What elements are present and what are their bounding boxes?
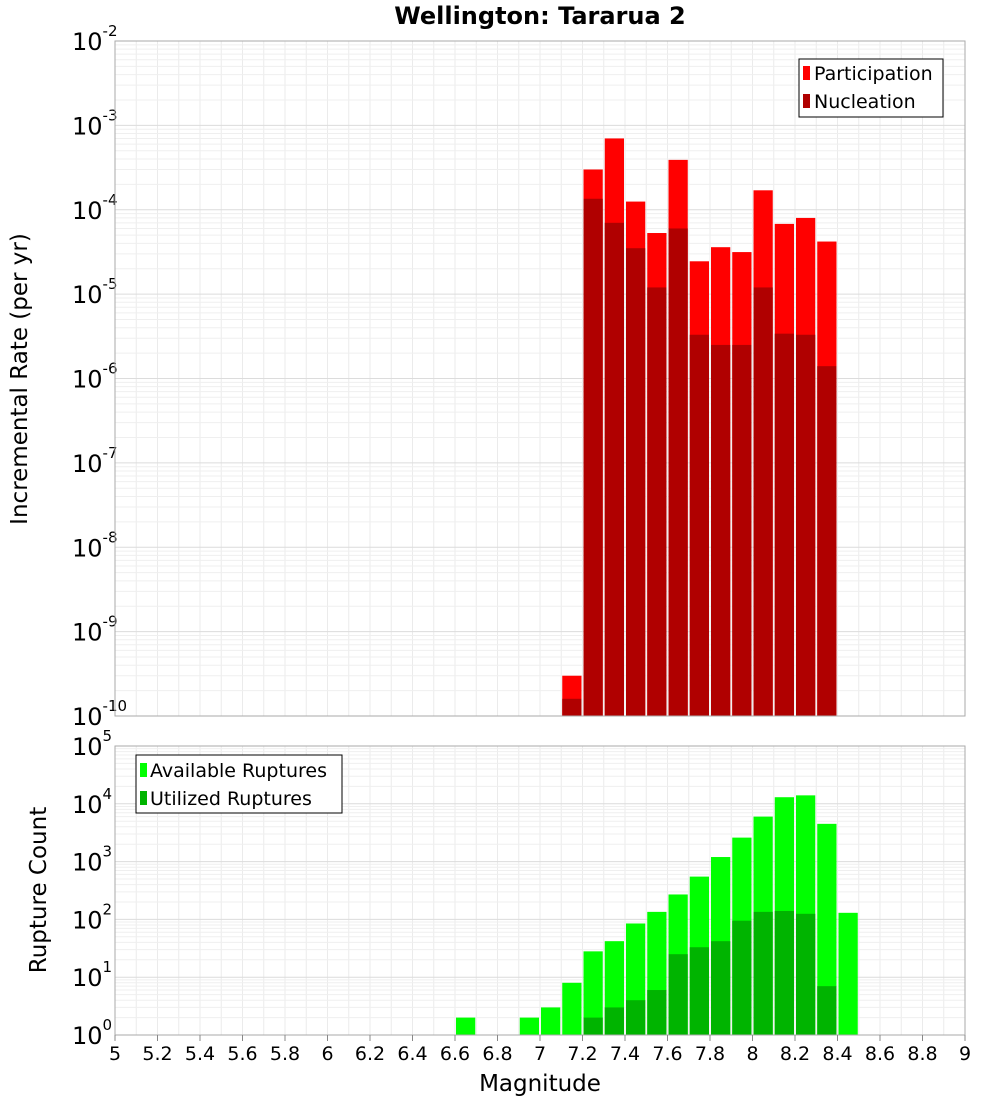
top-bar-secondary [583, 198, 603, 717]
bottom-bar-primary [519, 1017, 539, 1035]
top-bar-secondary [647, 287, 667, 716]
x-tick-label: 8 [746, 1043, 758, 1065]
x-tick-label: 7.4 [610, 1043, 640, 1065]
bottom-y-tick-label: 100 [72, 1016, 112, 1050]
legend-swatch-utilized [140, 791, 147, 805]
x-tick-label: 8.8 [907, 1043, 937, 1065]
legend-label-participation: Participation [814, 63, 933, 85]
bottom-bar-primary [583, 951, 603, 1035]
bottom-grid [115, 746, 965, 1036]
bottom-bar-secondary [647, 990, 667, 1035]
x-tick-label: 6.4 [397, 1043, 427, 1065]
top-plot-border [114, 40, 966, 717]
bottom-bar-secondary [583, 1017, 603, 1035]
top-y-tick-label: 10-10 [72, 697, 127, 731]
bottom-bar-primary [541, 1007, 561, 1035]
bottom-bar-secondary [817, 986, 837, 1035]
top-y-tick-label: 10-5 [72, 275, 118, 309]
top-y-axis-label: Incremental Rate (per yr) [7, 233, 33, 525]
bottom-bar-primary [562, 982, 582, 1035]
top-y-tick-label: 10-8 [72, 528, 118, 562]
top-bar-secondary [711, 344, 731, 716]
top-bar-secondary [626, 248, 646, 717]
bottom-bar-secondary [732, 920, 752, 1035]
x-tick-label: 5.6 [227, 1043, 257, 1065]
top-bar-secondary [753, 287, 773, 716]
top-legend-box [798, 58, 944, 118]
x-axis-label: Magnitude [479, 1071, 601, 1097]
top-y-tick-label: 10-3 [72, 106, 118, 140]
x-tick-label: 9 [959, 1043, 971, 1065]
top-bar-secondary [604, 222, 624, 716]
bottom-legend: Available Ruptures Utilized Ruptures [135, 754, 343, 814]
x-tick-label: 6.2 [355, 1043, 385, 1065]
bottom-bar-primary [456, 1017, 476, 1035]
top-bar-secondary [732, 344, 752, 716]
x-tick-label: 5.4 [185, 1043, 215, 1065]
bottom-y-tick-label: 102 [72, 900, 112, 934]
x-tick-label: 7 [534, 1043, 546, 1065]
top-grid [115, 41, 965, 717]
legend-swatch-participation [803, 66, 810, 80]
top-y-tick-label: 10-4 [72, 191, 118, 225]
bottom-y-tick-label: 105 [72, 727, 112, 761]
x-tick-label: 5 [109, 1043, 121, 1065]
top-bar-secondary [774, 333, 794, 716]
bottom-bar-secondary [626, 1000, 646, 1035]
bottom-bar-secondary [753, 911, 773, 1035]
x-tick-label: 6 [321, 1043, 333, 1065]
top-bar-secondary [668, 228, 688, 716]
x-tick-label: 8.6 [865, 1043, 895, 1065]
bottom-bar-primary [817, 823, 837, 1035]
x-tick-label: 7.8 [695, 1043, 725, 1065]
top-bar-secondary [562, 698, 582, 716]
top-y-tick-label: 10-6 [72, 360, 118, 394]
x-tick-label: 7.2 [567, 1043, 597, 1065]
bottom-bars [456, 795, 858, 1035]
legend-swatch-available [140, 763, 147, 777]
x-tick-label: 6.8 [482, 1043, 512, 1065]
top-y-tick-label: 10-2 [72, 22, 118, 56]
top-bar-secondary [817, 366, 837, 716]
x-tick-label: 5.8 [270, 1043, 300, 1065]
bottom-bar-primary [838, 912, 858, 1035]
bottom-legend-box [135, 754, 343, 814]
legend-swatch-nucleation [803, 94, 810, 108]
bottom-y-axis-label: Rupture Count [26, 807, 52, 973]
bottom-bar-secondary [604, 1007, 624, 1035]
x-tick-label: 8.4 [822, 1043, 852, 1065]
bottom-bar-secondary [796, 913, 816, 1035]
x-axis-ticks: 5 5.2 5.4 5.6 5.8 6 6.2 6.4 6.6 6.8 7 7.2 7.4 7.6 7.8 8… [109, 1035, 971, 1065]
top-y-tick-label: 10-9 [72, 613, 118, 647]
legend-label-available: Available Ruptures [150, 760, 327, 782]
bottom-bar-secondary [711, 941, 731, 1035]
top-bars [562, 138, 837, 717]
top-bar-secondary [689, 334, 709, 716]
top-legend: Participation Nucleation [798, 58, 944, 118]
bottom-bar-secondary [668, 954, 688, 1035]
chart-title: Wellington: Tararua 2 [394, 2, 686, 30]
bottom-y-tick-label: 101 [72, 958, 112, 992]
x-tick-label: 5.2 [142, 1043, 172, 1065]
bottom-y-tick-label: 103 [72, 843, 112, 877]
bottom-y-ticks: 100 101 102 103 104 105 [72, 727, 112, 1050]
x-tick-label: 7.6 [652, 1043, 682, 1065]
bottom-y-tick-label: 104 [72, 785, 112, 819]
x-tick-label: 6.6 [440, 1043, 470, 1065]
x-tick-label: 8.2 [780, 1043, 810, 1065]
bottom-bar-secondary [689, 947, 709, 1035]
top-y-tick-label: 10-7 [72, 444, 118, 478]
top-bar-secondary [796, 334, 816, 716]
legend-label-utilized: Utilized Ruptures [150, 788, 312, 810]
legend-label-nucleation: Nucleation [814, 91, 916, 113]
top-y-ticks: 10-10 10-9 10-8 10-7 10-6 10-5 10-4 10-3 10-2 [72, 22, 127, 731]
bottom-bar-secondary [774, 910, 794, 1035]
top-panel: 10-10 10-9 10-8 10-7 10-6 10-5 10-4 10-3 10-2 [72, 22, 966, 731]
